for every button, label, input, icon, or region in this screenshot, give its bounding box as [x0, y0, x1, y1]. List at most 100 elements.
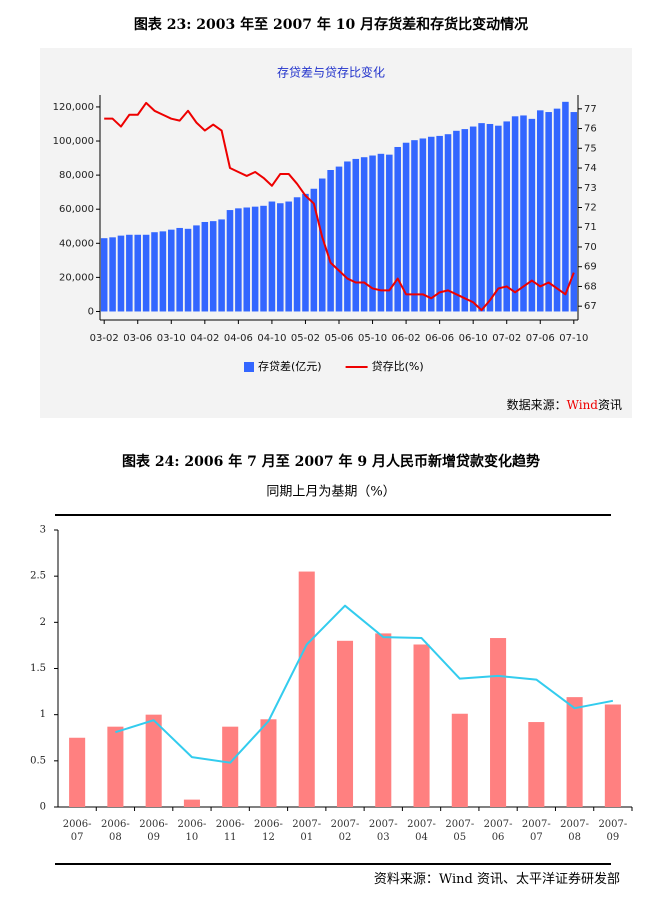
bar	[444, 134, 452, 312]
line-series	[115, 604, 614, 764]
bar	[604, 704, 621, 807]
y-tick-label: 2.5	[30, 571, 46, 582]
figure-caption: 图表 23: 2003 年至 2007 年 10 月存货差和存货比变动情况	[134, 16, 528, 33]
bar	[413, 644, 430, 807]
figure-caption: 图表 24: 2006 年 7 月至 2007 年 9 月人民币新增贷款变化趋势	[122, 453, 540, 470]
bar	[469, 126, 477, 312]
x-tick-label: 06-06	[425, 333, 454, 344]
x-tick-label: 2007-04	[407, 819, 436, 843]
x-tick-label: 06-02	[392, 333, 421, 344]
y-tick-label: 0	[40, 802, 46, 813]
bar	[427, 136, 435, 312]
bar	[495, 125, 502, 312]
line-series	[104, 101, 575, 312]
x-tick-label: 07-06	[526, 333, 555, 344]
x-tick-label: 06-10	[459, 333, 488, 344]
bar	[360, 157, 368, 312]
bar	[126, 234, 133, 312]
bar	[168, 229, 175, 312]
bar	[536, 110, 544, 312]
source-part: 数据来源：	[507, 397, 567, 412]
bar	[176, 227, 183, 312]
bar	[100, 238, 108, 312]
y-tick-label: 80,000	[59, 170, 94, 181]
x-tick-label: 2006-11	[215, 819, 245, 843]
bar	[486, 123, 494, 312]
bar	[503, 121, 510, 312]
bar	[545, 112, 552, 312]
bar	[511, 116, 519, 312]
bar	[183, 799, 200, 807]
bar	[293, 197, 301, 312]
x-tick-label: 2007-02	[330, 819, 360, 843]
legend-label: 存贷差(亿元)	[258, 359, 322, 373]
bar	[193, 225, 200, 312]
bar	[142, 234, 150, 312]
bar	[402, 142, 410, 312]
x-tick-label: 2006-07	[62, 819, 92, 843]
bar	[298, 571, 315, 807]
y-tick-label: 120,000	[53, 102, 94, 113]
bar	[184, 228, 192, 312]
legend-label: 贷存比(%)	[372, 359, 424, 373]
y2-tick-label: 73	[584, 183, 597, 194]
x-tick-label: 03-10	[157, 333, 186, 344]
bar	[478, 123, 485, 312]
bar	[411, 140, 418, 312]
x-tick-label: 2007-09	[598, 819, 628, 843]
bar	[109, 237, 116, 312]
y2-tick-label: 67	[584, 301, 597, 312]
bar	[436, 135, 443, 312]
bar	[201, 221, 209, 312]
x-tick-label: 07-02	[492, 333, 521, 344]
bar	[260, 205, 267, 312]
x-tick-label: 2007-05	[445, 819, 475, 843]
bar	[134, 234, 142, 312]
source-note: 资料来源：Wind 资讯、太平洋证券研发部	[374, 871, 620, 887]
bar	[277, 203, 284, 312]
bar	[327, 170, 334, 312]
y2-tick-label: 76	[584, 124, 597, 135]
x-tick-label: 05-10	[358, 333, 387, 344]
bar	[528, 722, 545, 807]
bar	[386, 154, 393, 312]
x-tick-label: 2007-01	[292, 819, 322, 843]
bar	[566, 697, 583, 807]
x-tick-label: 03-06	[123, 333, 152, 344]
x-tick-label: 2007-03	[368, 819, 398, 843]
y-tick-label: 1	[40, 709, 46, 720]
bar	[226, 210, 234, 312]
bar	[159, 231, 167, 312]
bar	[260, 719, 277, 807]
y-tick-label: 40,000	[59, 238, 94, 249]
bar	[553, 108, 561, 312]
x-tick-label: 2006-08	[100, 819, 130, 843]
bar	[335, 166, 343, 312]
y-tick-label: 60,000	[59, 204, 94, 215]
y-tick-label: 0.5	[30, 755, 46, 766]
x-tick-label: 2007-06	[483, 819, 513, 843]
x-tick-label: 05-06	[324, 333, 353, 344]
x-tick-label: 07-10	[559, 333, 588, 344]
y2-tick-label: 74	[584, 163, 597, 174]
bar	[318, 178, 326, 312]
bar	[285, 201, 292, 312]
bar	[235, 208, 242, 312]
y-tick-label: 20,000	[59, 272, 94, 283]
x-tick-label: 04-06	[224, 333, 253, 344]
y2-tick-label: 72	[584, 203, 597, 214]
x-tick-label: 04-02	[190, 333, 219, 344]
y2-tick-label: 71	[584, 222, 597, 233]
y-tick-label: 3	[40, 525, 46, 536]
bar	[222, 726, 239, 807]
bar	[375, 633, 392, 807]
bar	[107, 726, 124, 807]
bar	[570, 112, 578, 312]
y-tick-label: 0	[88, 306, 94, 317]
bar	[251, 206, 259, 312]
bar	[453, 130, 460, 312]
y2-tick-label: 70	[584, 242, 597, 253]
source-part: 资料来源：Wind 资讯、太平洋证券研发部	[374, 871, 620, 887]
